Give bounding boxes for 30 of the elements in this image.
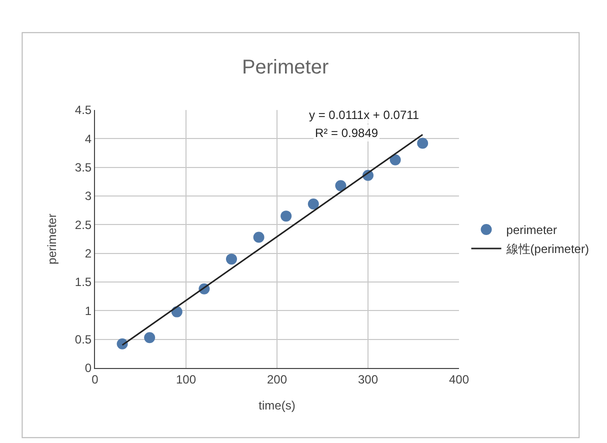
x-tick-label: 400 — [448, 372, 470, 386]
legend-label: 線性(perimeter) — [505, 242, 589, 256]
point — [390, 154, 401, 166]
y-tick-label: 0 — [84, 361, 92, 376]
y-tick-label: 3.5 — [74, 160, 92, 175]
x-tick-label: 100 — [176, 372, 196, 386]
annotation: y = 0.0111x + 0.0711 — [309, 108, 420, 122]
chart-title: Perimeter — [242, 56, 329, 78]
x-tick-label: 200 — [266, 372, 288, 386]
y-tick-label: 0.5 — [74, 332, 92, 347]
point — [253, 232, 264, 243]
point — [116, 338, 128, 350]
y-tick-label: 2.5 — [74, 218, 92, 232]
point — [335, 180, 346, 192]
y-tick-label: 2 — [84, 246, 92, 261]
y-tick-label: 1.5 — [74, 275, 92, 290]
point — [308, 198, 319, 210]
x-axis-title: time(s) — [258, 398, 296, 412]
y-tick-label: 4.5 — [74, 103, 92, 118]
annotation: R² = 0.9849 — [315, 126, 378, 140]
legend-label: perimeter — [506, 223, 557, 238]
point — [280, 210, 292, 222]
point — [417, 138, 428, 149]
y-axis-title: perimeter — [45, 214, 60, 264]
point — [144, 332, 156, 344]
point — [226, 254, 237, 265]
y-tick-label: 3 — [84, 189, 92, 204]
y-tick-label: 1 — [84, 304, 92, 318]
x-tick-label: 300 — [358, 372, 378, 386]
y-tick-label: 4 — [84, 132, 92, 146]
